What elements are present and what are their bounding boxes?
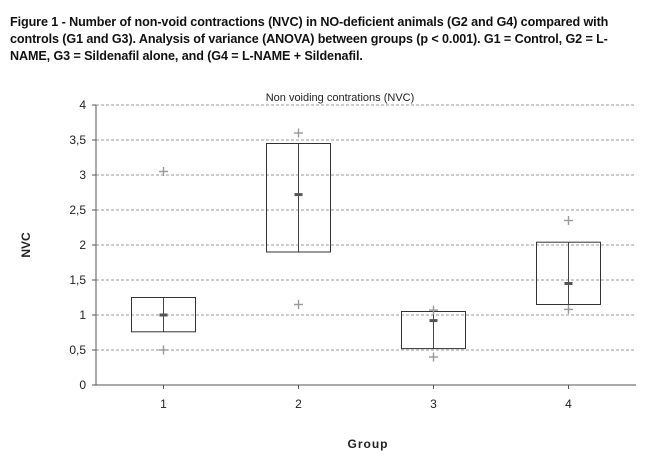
box-iqr [266,143,331,253]
y-tick-label: 1 [79,308,86,322]
box-group-2 [266,128,331,309]
y-tick-label: 3 [79,168,86,182]
y-tick-label: 2,5 [69,203,86,217]
box-group-1 [131,167,196,355]
grid-lines [96,104,636,351]
box-iqr [536,241,601,305]
y-tick-label: 4 [79,98,86,112]
y-tick-label: 0 [79,378,86,392]
y-tick-label: 2 [79,238,86,252]
box-iqr [131,297,196,333]
x-tick-label: 3 [430,397,437,411]
x-tick-labels: 1 2 3 4 [160,385,572,411]
x-tick-label: 1 [160,397,167,411]
x-tick-label: 2 [295,397,302,411]
y-axis-label: NVC [19,232,33,258]
x-tick-label: 4 [565,397,572,411]
figure-caption: Figure 1 - Number of non-void contractio… [10,15,609,63]
y-tick-labels: 0 0,5 1 1,5 2 2,5 3 3,5 4 [69,98,96,392]
boxes [131,128,601,362]
box-group-4 [536,216,601,314]
y-tick-label: 0,5 [69,343,86,357]
y-tick-label: 3,5 [69,133,86,147]
chart-title: Non voiding contrations (NVC) [266,92,415,104]
y-tick-label: 1,5 [69,273,86,287]
x-axis-label: Group [348,437,389,451]
box-group-3 [401,305,466,362]
